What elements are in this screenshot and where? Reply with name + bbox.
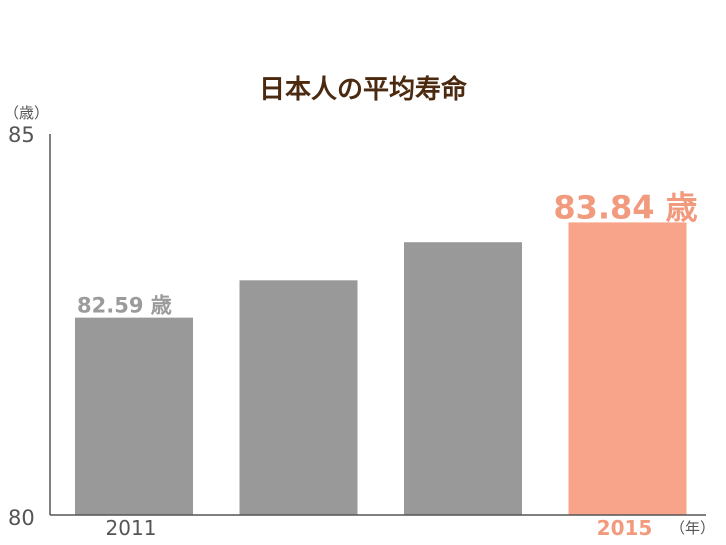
x-tick-label-3: 2015 <box>597 516 653 540</box>
y-axis-unit: （歳） <box>4 104 49 122</box>
labels-layer: 82.59 歳 2011 83.84 歳 2015 <box>77 188 698 540</box>
data-label-0: 82.59 歳 <box>77 294 172 318</box>
bar-3 <box>568 222 687 515</box>
y-tick-top: 85 <box>8 123 35 147</box>
data-label-3: 83.84 歳 <box>553 188 697 226</box>
x-tick-label-0: 2011 <box>106 516 157 540</box>
chart-title: 日本人の平均寿命 <box>259 74 468 105</box>
bar-0 <box>75 317 193 515</box>
x-axis-unit: （年） <box>670 519 715 537</box>
bars-layer <box>75 222 687 516</box>
bar-1 <box>239 280 358 515</box>
y-tick-bottom: 80 <box>8 506 35 530</box>
bar-2 <box>404 242 522 516</box>
